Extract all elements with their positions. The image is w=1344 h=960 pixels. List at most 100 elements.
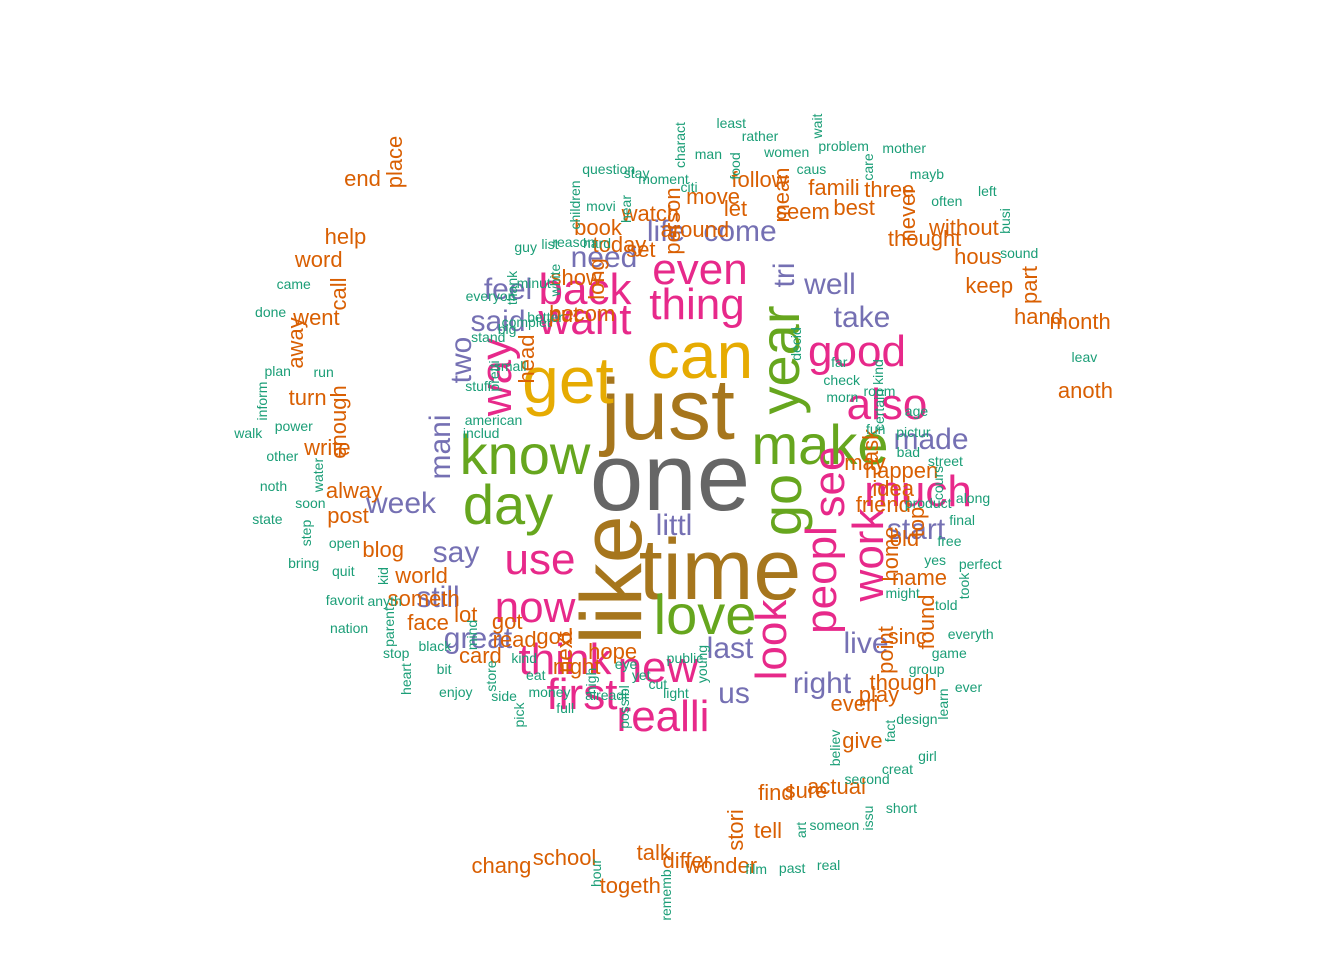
word-help: help	[324, 224, 367, 250]
word-right: right	[792, 667, 852, 700]
word-kind: kind	[511, 649, 537, 666]
word-plan: plan	[264, 363, 291, 380]
word-night: night	[552, 654, 601, 680]
word-young: young	[693, 644, 710, 684]
word-moment: moment	[638, 171, 689, 188]
word-three: three	[864, 176, 915, 202]
word-kid: kid	[374, 566, 391, 585]
word-becom: becom	[549, 300, 616, 326]
word-fact: fact	[881, 719, 898, 743]
word-actual: actual	[807, 773, 866, 799]
word-think: think	[518, 635, 612, 684]
word-full: full	[556, 700, 575, 717]
word-world: world	[395, 563, 448, 589]
word-art: art	[792, 821, 809, 838]
word-film: film	[745, 860, 768, 877]
word-make: make	[751, 413, 889, 476]
word-time: time	[638, 522, 802, 618]
word-first: first	[546, 670, 618, 719]
word-soon: soon	[295, 495, 326, 512]
word-cours: cours	[929, 465, 946, 500]
word-mani: mani	[424, 414, 457, 480]
word-quit: quit	[332, 563, 355, 580]
word-tell: tell	[753, 817, 782, 843]
word-best: best	[833, 195, 875, 221]
word-group: group	[908, 661, 945, 678]
word-also: also	[846, 380, 928, 429]
word-away: away	[283, 317, 308, 370]
word-open: open	[328, 535, 360, 552]
word-anoth: anoth	[1057, 378, 1113, 404]
word-took: took	[956, 572, 973, 599]
word-big: big	[497, 320, 517, 337]
word-write: write	[304, 434, 351, 460]
word-other: other	[266, 447, 299, 464]
word-problem: problem	[818, 137, 869, 154]
word-creat: creat	[881, 761, 914, 778]
word-just: just	[601, 362, 735, 458]
word-thought: thought	[887, 225, 962, 251]
word-word: word	[294, 246, 343, 272]
word-small: small	[493, 358, 527, 375]
word-someon: someon	[809, 817, 860, 834]
word-read: read	[492, 626, 537, 652]
word-find: find	[758, 780, 794, 806]
word-ever: ever	[954, 678, 983, 695]
word-move: move	[686, 184, 740, 210]
word-past: past	[778, 860, 806, 877]
word-said: said	[470, 305, 526, 338]
word-walk: walk	[234, 424, 263, 441]
word-step: step	[297, 519, 314, 547]
word-movi: movi	[586, 197, 616, 214]
word-end: end	[344, 166, 381, 192]
word-street: street	[927, 453, 963, 470]
word-realli: realli	[616, 692, 710, 741]
word-public: public	[666, 649, 704, 666]
word-parent: parent	[381, 607, 398, 648]
word-name: name	[891, 564, 948, 590]
word-along: along	[955, 490, 991, 507]
word-morn: morn	[826, 388, 859, 405]
word-take: take	[833, 301, 891, 334]
word-money: money	[528, 684, 571, 701]
word-pick: pick	[511, 702, 528, 728]
word-made: made	[893, 423, 969, 456]
word-age: age	[904, 403, 929, 420]
word-far: far	[831, 353, 848, 370]
word-power: power	[274, 418, 313, 435]
word-issu: issu	[860, 805, 877, 831]
word-mayb: mayb	[909, 165, 945, 182]
word-show: show	[550, 265, 602, 291]
word-around: around	[660, 217, 730, 243]
word-inform: inform	[253, 381, 270, 421]
word-black: black	[418, 637, 452, 654]
word-caus: caus	[796, 161, 827, 178]
word-start: start	[886, 513, 946, 546]
word-one: one	[589, 424, 751, 531]
word-perfect: perfect	[958, 556, 1002, 573]
word-may: may	[844, 449, 886, 475]
word-free: free	[937, 533, 962, 550]
word-decid: decid	[788, 327, 805, 362]
word-eat: eat	[526, 667, 546, 684]
word-least: least	[716, 114, 747, 131]
word-wonder: wonder	[684, 853, 758, 879]
word-second: second	[844, 771, 890, 788]
word-bring: bring	[288, 555, 320, 572]
word-hard: hard	[582, 234, 611, 251]
word-list: list	[541, 235, 559, 252]
word-lot: lot	[454, 601, 478, 627]
word-great: great	[443, 622, 513, 655]
word-state: state	[252, 510, 283, 527]
word-often: often	[931, 192, 963, 209]
word-week: week	[365, 487, 437, 520]
word-friend: friend	[855, 492, 911, 518]
word-let: let	[723, 196, 748, 222]
word-face: face	[407, 609, 449, 635]
word-check: check	[823, 371, 861, 388]
word-leav: leav	[1071, 348, 1098, 365]
word-complet: complet	[501, 314, 551, 331]
word-includ: includ	[462, 424, 500, 441]
word-side: side	[491, 688, 517, 705]
